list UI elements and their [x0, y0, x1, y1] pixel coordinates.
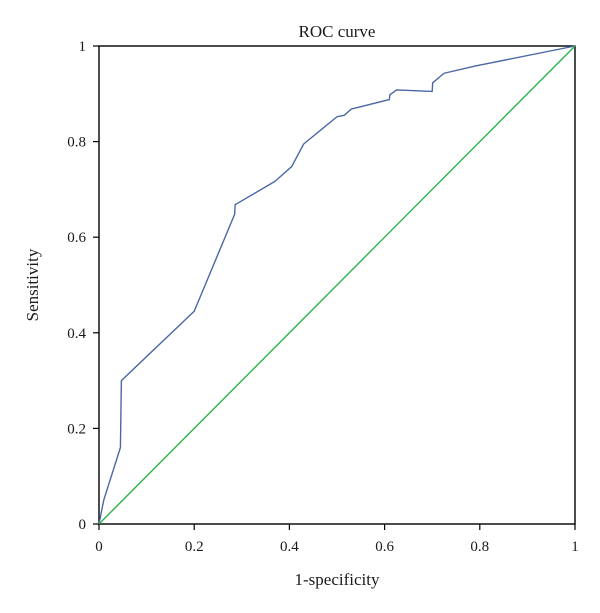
y-tick-label: 0 — [79, 517, 87, 533]
ticks-layer: 0 0.2 0.4 0.6 0.8 1 0 0.2 0.4 0.6 0.8 1 — [67, 39, 579, 555]
roc-curve-line — [98, 45, 576, 525]
x-tick-label: 0.4 — [280, 539, 299, 555]
y-tick-label: 1 — [79, 39, 87, 55]
y-tick-label: 0.6 — [67, 230, 86, 246]
x-tick-label: 0.6 — [375, 539, 394, 555]
y-tick-label: 0.4 — [67, 326, 86, 342]
series-layer — [98, 45, 576, 525]
x-axis-title: 1-specificity — [295, 570, 380, 589]
plot-frame — [98, 45, 576, 525]
y-axis-title: Sensitivity — [23, 248, 42, 321]
x-tick-label: 1 — [571, 539, 579, 555]
x-tick-label: 0.8 — [470, 539, 489, 555]
x-tick-label: 0 — [95, 539, 103, 555]
reference-diagonal-line — [98, 45, 576, 525]
x-tick-label: 0.2 — [185, 539, 204, 555]
y-tick-label: 0.2 — [67, 421, 86, 437]
y-tick-label: 0.8 — [67, 135, 86, 151]
chart-title: ROC curve — [299, 22, 376, 41]
